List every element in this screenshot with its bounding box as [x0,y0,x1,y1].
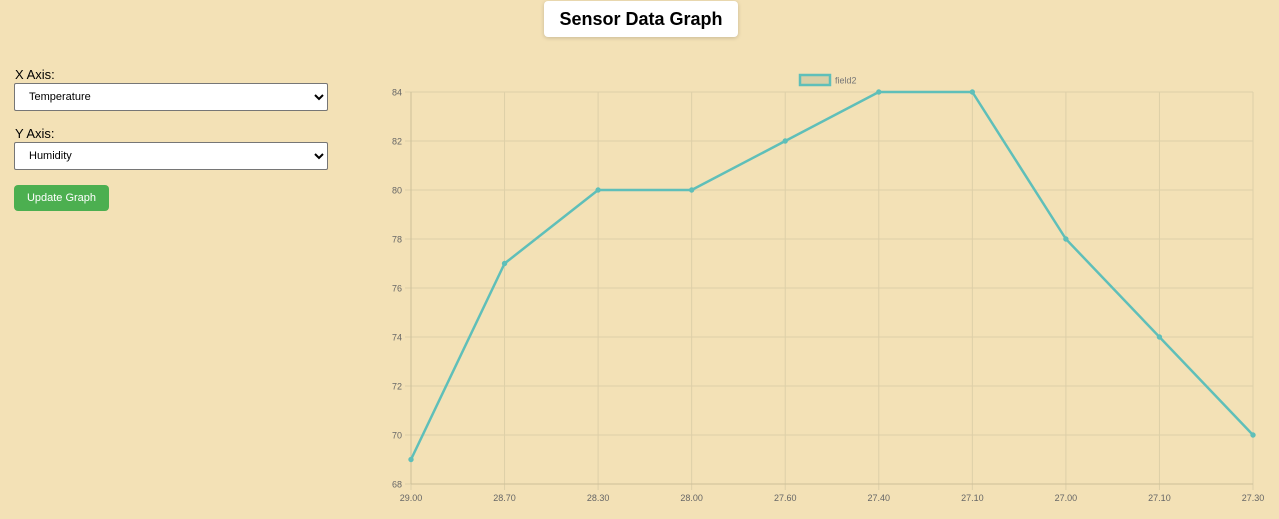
x-tick-label: 28.70 [493,493,516,503]
sensor-line-chart: 68 70 72 74 76 78 80 82 84 29.00 28.70 28.30 28.00 27… [392,73,1265,503]
data-point [688,187,695,193]
data-point [1063,236,1069,242]
y-tick-label: 80 [392,186,402,196]
x-axis-select[interactable]: Temperature [14,83,328,111]
y-tick-label: 68 [392,480,402,490]
y-tick-label: 76 [392,284,402,294]
legend-swatch [798,73,832,87]
x-tick-label: 27.60 [774,493,797,503]
x-tick-label: 27.40 [868,493,891,503]
x-tick-label: 29.00 [400,493,423,503]
data-point [782,138,788,144]
controls-panel: X Axis: Temperature Y Axis: Humidity Upd… [14,67,328,211]
x-tick-label: 27.00 [1055,493,1078,503]
y-tick-label: 70 [392,431,402,441]
data-point [1156,334,1163,340]
x-tick-label: 28.00 [680,493,703,503]
x-tick-label: 28.30 [587,493,610,503]
y-tick-label: 82 [392,137,402,147]
data-point [876,89,882,95]
data-point [501,260,508,267]
data-point [595,187,601,193]
x-tick-label: 27.30 [1242,493,1265,503]
y-tick-label: 72 [392,382,402,392]
data-point [969,89,976,95]
series-line [409,90,1254,461]
x-tick-label: 27.10 [1148,493,1171,503]
update-graph-button[interactable]: Update Graph [14,185,109,211]
y-axis-select[interactable]: Humidity [14,142,328,170]
page-title: Sensor Data Graph [544,1,738,37]
data-point [1250,432,1256,438]
y-tick-label: 74 [392,333,402,343]
data-point [408,456,414,463]
legend-label: field2 [835,76,857,86]
x-axis-label: X Axis: [15,67,55,82]
x-tick-label: 27.10 [961,493,984,503]
y-tick-label: 84 [392,88,402,98]
y-axis-label: Y Axis: [15,126,55,141]
y-tick-label: 78 [392,235,402,245]
